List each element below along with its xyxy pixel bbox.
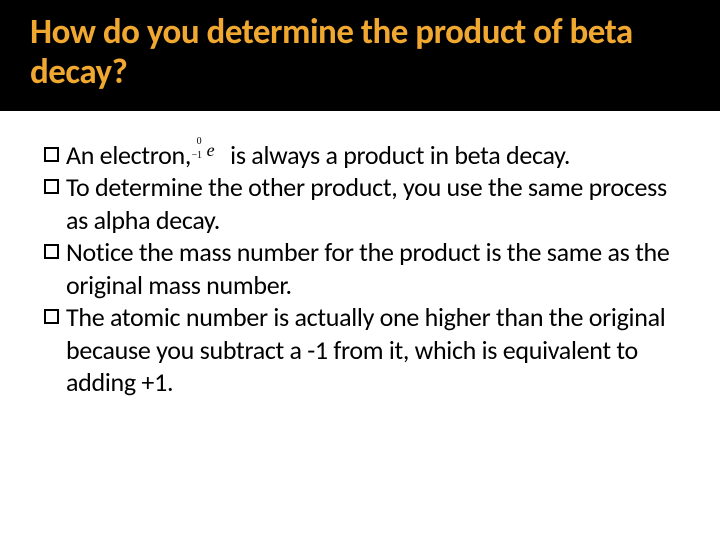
bullet-marker-icon — [44, 147, 59, 162]
slide-title: How do you determine the product of beta… — [30, 12, 690, 93]
bullet-text-pre: An electron, — [66, 139, 197, 171]
bullet-marker-icon — [44, 179, 59, 194]
bullet-text: An electron, 0−1e is always a product in… — [66, 139, 676, 172]
notation-mass: 0 — [197, 136, 202, 149]
title-bar: How do you determine the product of beta… — [0, 0, 720, 111]
bullet-text: Notice the mass number for the product i… — [66, 236, 676, 301]
notation-symbol: e — [207, 139, 215, 162]
notation-charge: −1 — [192, 150, 202, 163]
bullet-item: Notice the mass number for the product i… — [44, 236, 676, 301]
slide-body: An electron, 0−1e is always a product in… — [0, 111, 720, 399]
bullet-item: An electron, 0−1e is always a product in… — [44, 139, 676, 172]
bullet-text-post: is always a product in beta decay. — [225, 139, 571, 171]
bullet-text: To determine the other product, you use … — [66, 171, 676, 236]
bullet-marker-icon — [44, 309, 59, 324]
electron-notation: 0−1e — [197, 142, 225, 164]
bullet-text: The atomic number is actually one higher… — [66, 301, 676, 399]
bullet-item: To determine the other product, you use … — [44, 171, 676, 236]
bullet-marker-icon — [44, 244, 59, 259]
bullet-item: The atomic number is actually one higher… — [44, 301, 676, 399]
slide: How do you determine the product of beta… — [0, 0, 720, 540]
